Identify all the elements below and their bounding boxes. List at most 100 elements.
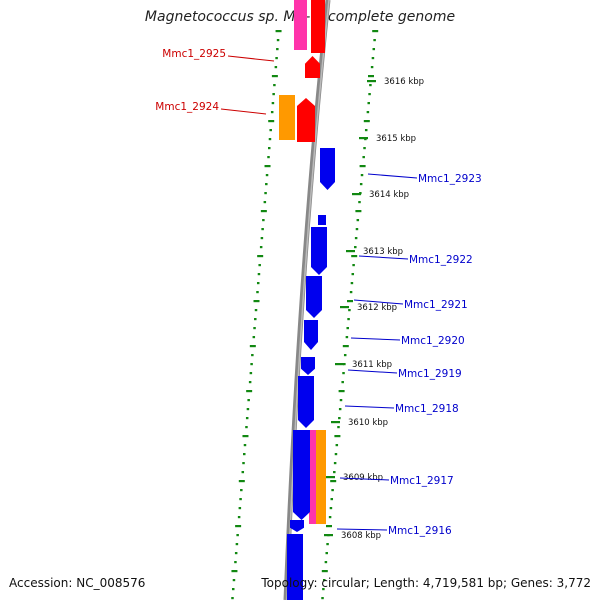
- tick-mark: [252, 336, 256, 339]
- tick-mark: [253, 327, 256, 330]
- tick-mark: [264, 192, 267, 195]
- tick-mark: [263, 201, 267, 204]
- kbp-major-tick: [352, 193, 361, 196]
- tick-mark: [348, 309, 351, 312]
- tick-mark: [373, 39, 376, 42]
- tick-mark: [346, 327, 349, 330]
- tick-mark: [240, 489, 243, 492]
- tick-mark: [250, 363, 253, 366]
- tick-mark: [324, 561, 328, 564]
- reverse-gene-arrow: [311, 227, 327, 275]
- tick-mark: [237, 516, 241, 519]
- tick-mark: [351, 273, 355, 276]
- tick-mark: [248, 381, 252, 384]
- tick-mark: [260, 210, 267, 213]
- tick-mark: [241, 471, 245, 474]
- tick-mark: [256, 291, 259, 294]
- kbp-major-tick: [326, 476, 335, 479]
- tick-mark: [351, 255, 358, 258]
- kbp-major-tick: [367, 80, 376, 83]
- reverse-gene-leader-line: [344, 405, 395, 409]
- reverse-gene-arrow: [304, 320, 318, 350]
- tick-mark: [347, 318, 350, 321]
- tick-mark: [268, 120, 275, 123]
- misc-feature-block: [294, 0, 307, 50]
- reverse-gene-label: Mmc1_2920: [401, 335, 465, 347]
- tick-mark: [337, 426, 340, 429]
- reverse-gene-arrow: [320, 148, 335, 190]
- tick-mark: [334, 453, 338, 456]
- reverse-gene-label: Mmc1_2917: [390, 475, 454, 487]
- reverse-gene-label: Mmc1_2916: [388, 525, 452, 537]
- reverse-gene-arrow: [293, 430, 310, 520]
- accession-label: Accession: NC_008576: [9, 576, 146, 590]
- tick-mark: [242, 435, 249, 438]
- reverse-gene-label: Mmc1_2918: [395, 403, 459, 415]
- tick-mark: [363, 147, 366, 150]
- forward-gene-block: [311, 0, 325, 53]
- tick-mark: [366, 111, 370, 114]
- kbp-tick-label: 3611 kbp: [352, 360, 392, 370]
- tick-mark: [249, 372, 253, 375]
- tick-mark: [245, 426, 248, 429]
- forward-gene-arrow: [305, 56, 320, 78]
- reverse-gene-label: Mmc1_2919: [398, 368, 462, 380]
- tick-mark: [363, 120, 370, 123]
- kbp-tick-label: 3612 kbp: [357, 303, 397, 313]
- reverse-gene-label: Mmc1_2923: [418, 173, 482, 185]
- tick-mark: [342, 345, 349, 348]
- tick-mark: [354, 246, 357, 249]
- reverse-gene-leader-line: [358, 255, 409, 260]
- tick-mark: [368, 93, 371, 96]
- tick-mark: [231, 597, 234, 600]
- tick-mark: [369, 84, 372, 87]
- tick-mark: [268, 138, 272, 141]
- tick-mark: [329, 507, 333, 510]
- forward-gene-label: Mmc1_2924: [155, 101, 219, 113]
- tick-mark: [264, 165, 271, 168]
- tick-mark: [261, 228, 264, 231]
- tick-mark: [246, 408, 250, 411]
- tick-mark: [267, 156, 270, 159]
- tick-mark: [260, 237, 264, 240]
- outer-tick-ring: [321, 30, 379, 600]
- rna-feature-block: [316, 430, 326, 524]
- tick-mark: [326, 543, 329, 546]
- genome-backbone: [283, 0, 331, 600]
- kbp-tick-label: 3613 kbp: [363, 247, 403, 257]
- tick-mark: [242, 462, 245, 465]
- kbp-major-tick: [359, 137, 368, 140]
- tick-mark: [358, 201, 361, 204]
- tick-mark: [253, 300, 260, 303]
- tick-mark: [370, 66, 374, 69]
- tick-mark: [231, 570, 238, 573]
- tick-mark: [276, 48, 279, 51]
- tick-mark: [345, 336, 349, 339]
- tick-mark: [234, 552, 238, 555]
- tick-mark: [269, 129, 272, 132]
- rna-feature-block: [279, 95, 295, 140]
- reverse-gene-arrow: [290, 520, 304, 532]
- kbp-tick-label: 3610 kbp: [348, 418, 388, 428]
- tick-mark: [238, 507, 242, 510]
- topology-label: Topology: circular; Length: 4,719,581 bp…: [261, 576, 591, 590]
- kbp-tick-label: 3614 kbp: [369, 190, 409, 200]
- kbp-major-tick: [324, 534, 333, 537]
- kbp-tick-label: 3615 kbp: [376, 134, 416, 144]
- tick-mark: [265, 174, 269, 177]
- tick-mark: [238, 480, 245, 483]
- forward-gene-leader-line: [220, 108, 267, 115]
- tick-mark: [254, 309, 258, 312]
- tick-mark: [262, 219, 265, 222]
- kbp-major-tick: [340, 306, 349, 309]
- kbp-tick-label: 3616 kbp: [384, 77, 424, 87]
- tick-mark: [354, 237, 358, 240]
- tick-mark: [271, 75, 278, 78]
- reverse-gene-leader-line: [339, 477, 390, 481]
- tick-mark: [245, 417, 249, 420]
- tick-mark: [265, 183, 268, 186]
- tick-mark: [272, 93, 275, 96]
- tick-mark: [338, 390, 345, 393]
